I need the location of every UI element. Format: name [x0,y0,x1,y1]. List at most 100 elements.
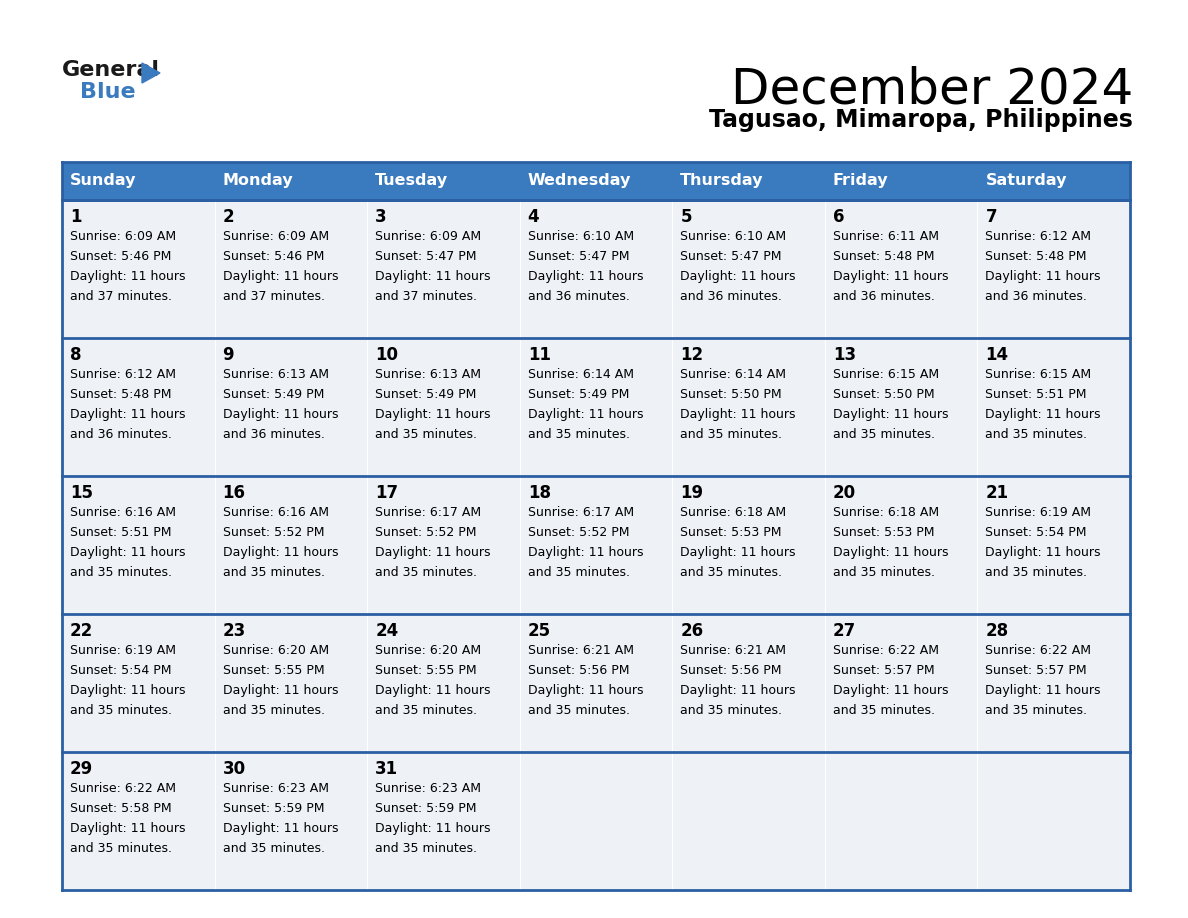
Text: Sunrise: 6:22 AM: Sunrise: 6:22 AM [70,782,176,795]
Text: and 35 minutes.: and 35 minutes. [527,704,630,717]
Bar [215,752,367,890]
Text: Sunrise: 6:09 AM: Sunrise: 6:09 AM [375,230,481,243]
Text: Sunset: 5:55 PM: Sunset: 5:55 PM [375,664,476,677]
Text: Saturday: Saturday [985,174,1067,188]
Text: Daylight: 11 hours: Daylight: 11 hours [833,684,948,697]
Text: and 36 minutes.: and 36 minutes. [70,428,172,441]
Text: 23: 23 [222,622,246,640]
Text: 9: 9 [222,346,234,364]
Text: Sunset: 5:58 PM: Sunset: 5:58 PM [70,802,171,815]
Text: Daylight: 11 hours: Daylight: 11 hours [222,684,339,697]
Text: Sunrise: 6:14 AM: Sunrise: 6:14 AM [527,368,633,381]
Bar [62,614,215,752]
Text: Sunrise: 6:16 AM: Sunrise: 6:16 AM [70,506,176,519]
Text: and 35 minutes.: and 35 minutes. [375,842,478,855]
Text: Sunset: 5:46 PM: Sunset: 5:46 PM [70,250,171,263]
Text: Sunset: 5:47 PM: Sunset: 5:47 PM [527,250,630,263]
Text: Sunrise: 6:12 AM: Sunrise: 6:12 AM [70,368,176,381]
Text: Daylight: 11 hours: Daylight: 11 hours [985,270,1101,283]
Text: and 35 minutes.: and 35 minutes. [222,704,324,717]
Text: Daylight: 11 hours: Daylight: 11 hours [985,408,1101,421]
Bar [824,752,978,890]
Text: 18: 18 [527,484,551,502]
Text: and 36 minutes.: and 36 minutes. [681,290,782,303]
Text: Sunset: 5:48 PM: Sunset: 5:48 PM [985,250,1087,263]
Text: Sunrise: 6:17 AM: Sunrise: 6:17 AM [527,506,634,519]
Text: and 35 minutes.: and 35 minutes. [527,428,630,441]
Text: 4: 4 [527,208,539,226]
Text: 2: 2 [222,208,234,226]
Text: and 36 minutes.: and 36 minutes. [527,290,630,303]
Bar [824,476,978,614]
Text: and 35 minutes.: and 35 minutes. [985,428,1087,441]
Text: and 35 minutes.: and 35 minutes. [70,704,172,717]
Text: Sunrise: 6:11 AM: Sunrise: 6:11 AM [833,230,939,243]
Bar [519,614,672,752]
Text: Sunrise: 6:10 AM: Sunrise: 6:10 AM [527,230,634,243]
Text: Sunset: 5:49 PM: Sunset: 5:49 PM [222,388,324,401]
Text: Sunday: Sunday [70,174,137,188]
Text: 27: 27 [833,622,857,640]
Text: Daylight: 11 hours: Daylight: 11 hours [375,684,491,697]
Text: Sunset: 5:52 PM: Sunset: 5:52 PM [527,526,630,539]
Text: Daylight: 11 hours: Daylight: 11 hours [833,408,948,421]
Text: Sunrise: 6:22 AM: Sunrise: 6:22 AM [985,644,1092,657]
Text: and 35 minutes.: and 35 minutes. [375,566,478,579]
Text: Daylight: 11 hours: Daylight: 11 hours [375,270,491,283]
Text: Sunrise: 6:19 AM: Sunrise: 6:19 AM [70,644,176,657]
Text: Sunset: 5:47 PM: Sunset: 5:47 PM [375,250,476,263]
Text: 11: 11 [527,346,551,364]
Text: 12: 12 [681,346,703,364]
Text: Daylight: 11 hours: Daylight: 11 hours [70,822,185,835]
Text: Sunset: 5:57 PM: Sunset: 5:57 PM [833,664,935,677]
Text: Sunset: 5:52 PM: Sunset: 5:52 PM [375,526,476,539]
Text: and 36 minutes.: and 36 minutes. [833,290,935,303]
Text: Sunrise: 6:18 AM: Sunrise: 6:18 AM [681,506,786,519]
Text: Sunset: 5:59 PM: Sunset: 5:59 PM [375,802,476,815]
Text: Sunset: 5:51 PM: Sunset: 5:51 PM [985,388,1087,401]
Text: 14: 14 [985,346,1009,364]
Text: 17: 17 [375,484,398,502]
Polygon shape [143,63,160,83]
Text: Sunset: 5:54 PM: Sunset: 5:54 PM [70,664,171,677]
Text: 30: 30 [222,760,246,778]
Text: Sunset: 5:53 PM: Sunset: 5:53 PM [833,526,934,539]
Text: Sunset: 5:53 PM: Sunset: 5:53 PM [681,526,782,539]
Bar [824,614,978,752]
Text: Sunrise: 6:17 AM: Sunrise: 6:17 AM [375,506,481,519]
Text: Sunset: 5:51 PM: Sunset: 5:51 PM [70,526,171,539]
Text: and 35 minutes.: and 35 minutes. [375,704,478,717]
Text: Daylight: 11 hours: Daylight: 11 hours [375,822,491,835]
Text: Sunrise: 6:10 AM: Sunrise: 6:10 AM [681,230,786,243]
Bar [824,338,978,476]
Text: Sunrise: 6:23 AM: Sunrise: 6:23 AM [222,782,329,795]
Text: Daylight: 11 hours: Daylight: 11 hours [70,684,185,697]
Text: and 35 minutes.: and 35 minutes. [527,566,630,579]
Text: Sunrise: 6:18 AM: Sunrise: 6:18 AM [833,506,939,519]
Text: and 35 minutes.: and 35 minutes. [681,428,782,441]
Bar [367,752,519,890]
Bar [672,614,824,752]
Text: Sunrise: 6:14 AM: Sunrise: 6:14 AM [681,368,786,381]
Text: and 35 minutes.: and 35 minutes. [681,566,782,579]
Bar [978,338,1130,476]
Text: Sunset: 5:59 PM: Sunset: 5:59 PM [222,802,324,815]
Text: 1: 1 [70,208,82,226]
Text: Daylight: 11 hours: Daylight: 11 hours [375,546,491,559]
Text: Sunrise: 6:20 AM: Sunrise: 6:20 AM [375,644,481,657]
Bar [367,476,519,614]
Bar [978,614,1130,752]
Bar [367,200,519,338]
Bar [672,338,824,476]
Text: Daylight: 11 hours: Daylight: 11 hours [527,684,643,697]
Text: Blue: Blue [80,82,135,102]
Text: and 36 minutes.: and 36 minutes. [222,428,324,441]
Text: and 35 minutes.: and 35 minutes. [985,704,1087,717]
Bar [672,200,824,338]
Text: Daylight: 11 hours: Daylight: 11 hours [681,408,796,421]
Bar [215,200,367,338]
Text: Sunrise: 6:20 AM: Sunrise: 6:20 AM [222,644,329,657]
Text: Sunset: 5:56 PM: Sunset: 5:56 PM [681,664,782,677]
Bar [978,200,1130,338]
Text: 19: 19 [681,484,703,502]
